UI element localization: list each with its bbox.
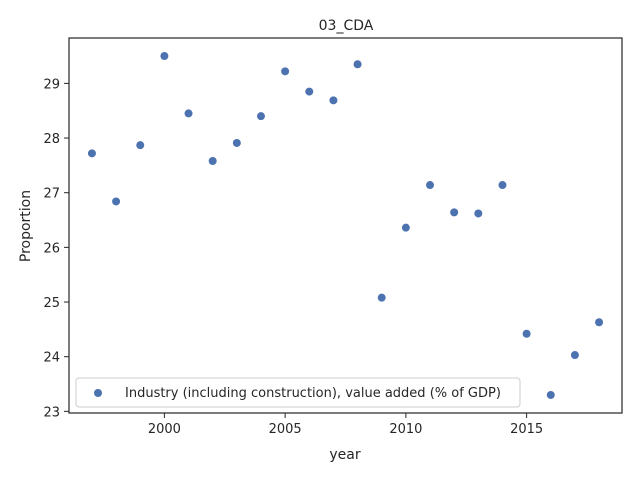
legend-label: Industry (including construction), value… xyxy=(125,386,501,401)
data-point xyxy=(426,181,435,190)
data-points xyxy=(87,52,604,399)
y-tick-label: 29 xyxy=(43,77,60,92)
data-point xyxy=(160,52,169,61)
legend-box xyxy=(75,377,521,408)
y-tick-label: 24 xyxy=(43,351,60,366)
y-tick-label: 25 xyxy=(43,296,60,311)
chart-title: 03_CDA xyxy=(319,18,374,34)
data-point xyxy=(377,293,386,302)
data-point xyxy=(184,109,193,118)
data-point xyxy=(305,87,314,96)
y-axis-label: Proportion xyxy=(18,190,34,262)
data-point xyxy=(450,208,459,217)
data-point xyxy=(256,112,265,121)
data-point xyxy=(570,351,579,360)
data-point xyxy=(87,149,96,158)
data-point xyxy=(595,318,604,327)
data-point xyxy=(329,96,338,105)
legend: Industry (including construction), value… xyxy=(75,377,521,408)
data-point xyxy=(281,67,290,76)
y-tick-label: 28 xyxy=(43,132,60,147)
y-axis-ticks: 23 24 25 26 27 28 29 xyxy=(43,77,69,420)
legend-marker xyxy=(94,389,102,397)
y-tick-label: 23 xyxy=(43,405,60,420)
data-point xyxy=(546,390,555,399)
data-point xyxy=(474,209,483,218)
data-point xyxy=(522,329,531,338)
data-point xyxy=(136,141,145,150)
x-tick-label: 2015 xyxy=(510,422,543,437)
data-point xyxy=(401,223,410,232)
x-axis-ticks: 2000 2005 2010 2015 xyxy=(148,413,543,437)
y-tick-label: 26 xyxy=(43,241,60,256)
x-tick-label: 2010 xyxy=(389,422,422,437)
y-tick-label: 27 xyxy=(43,187,60,202)
data-point xyxy=(208,156,217,165)
data-point xyxy=(353,60,362,69)
data-point xyxy=(232,138,241,147)
data-point xyxy=(112,197,121,206)
data-point xyxy=(498,181,507,190)
x-tick-label: 2005 xyxy=(269,422,302,437)
plot-area-frame xyxy=(68,37,623,414)
x-axis-label: year xyxy=(329,447,360,463)
x-tick-label: 2000 xyxy=(148,422,181,437)
